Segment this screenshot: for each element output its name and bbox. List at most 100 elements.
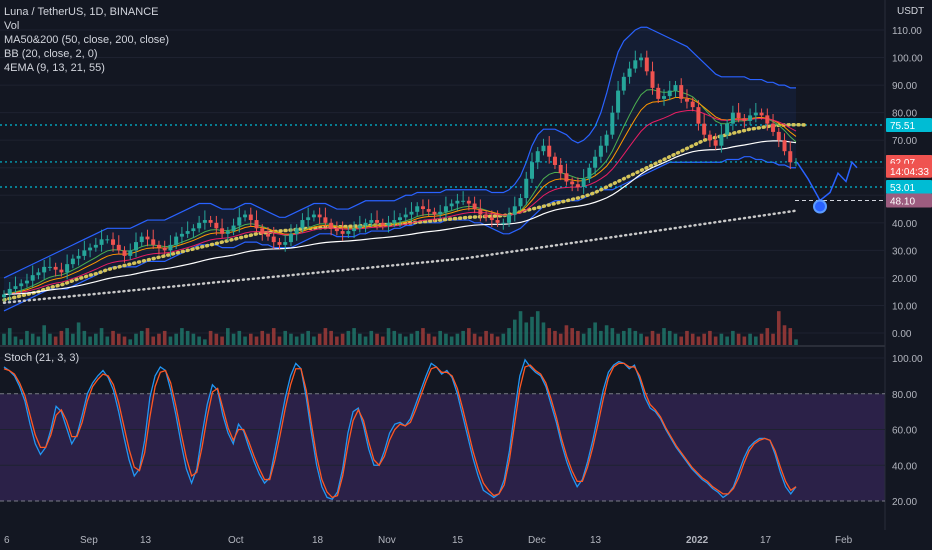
candle-body xyxy=(644,57,649,72)
candle-body xyxy=(604,134,609,146)
volume-bar xyxy=(185,330,190,345)
candle-body xyxy=(243,214,248,218)
volume-bar xyxy=(99,328,104,345)
candle-body xyxy=(214,222,219,229)
candle-body xyxy=(794,162,798,164)
candle-body xyxy=(352,228,357,232)
volume-bar xyxy=(7,328,12,345)
candle-body xyxy=(558,164,563,174)
candle-body xyxy=(707,134,712,141)
indicator-ema[interactable]: 4EMA (9, 13, 21, 55) xyxy=(4,62,105,74)
candle-body xyxy=(512,206,517,215)
candle-body xyxy=(122,250,127,256)
candle-body xyxy=(329,222,334,229)
volume-bar xyxy=(289,333,293,345)
volume-bar xyxy=(472,333,477,345)
candle-body xyxy=(507,214,512,223)
volume-bar xyxy=(174,333,178,345)
volume-bar xyxy=(570,328,574,345)
volume-bar xyxy=(622,330,626,345)
candle-body xyxy=(208,220,213,223)
candle-body xyxy=(156,244,161,248)
volume-bar xyxy=(587,328,592,345)
candle-body xyxy=(254,220,259,229)
volume-bar xyxy=(713,336,718,345)
volume-bar xyxy=(317,333,322,345)
volume-bar xyxy=(306,330,310,345)
volume-bar xyxy=(128,339,133,345)
volume-bar xyxy=(696,336,701,345)
volume-bar xyxy=(358,333,362,345)
volume-bar xyxy=(76,322,81,345)
candle-body xyxy=(426,209,431,212)
volume-bar xyxy=(633,330,638,345)
volume-bar xyxy=(650,330,655,345)
price-tick-label: 0.00 xyxy=(892,329,912,340)
bb-upper-line xyxy=(3,26,796,279)
candle-body xyxy=(409,211,414,215)
candle-body xyxy=(621,76,626,91)
candle-body xyxy=(673,85,678,91)
candle-body xyxy=(725,123,730,135)
time-tick-label: Oct xyxy=(228,535,244,546)
volume-bar xyxy=(507,328,511,345)
volume-bar xyxy=(375,333,379,345)
volume-bar xyxy=(283,330,288,345)
candle-body xyxy=(461,200,466,202)
candle-body xyxy=(346,231,351,234)
candle-body xyxy=(415,206,420,212)
price-label-bg xyxy=(886,163,932,178)
candle-body xyxy=(679,85,684,99)
volume-bar xyxy=(392,330,397,345)
volume-bar xyxy=(36,336,41,345)
time-tick-label: Dec xyxy=(528,535,546,546)
volume-bar xyxy=(294,336,299,345)
volume-bar xyxy=(243,336,247,345)
candle-body xyxy=(19,283,24,287)
volume-bar xyxy=(771,333,775,345)
candle-body xyxy=(662,96,666,99)
indicator-ma[interactable]: MA50&200 (50, close, 200, close) xyxy=(4,34,170,46)
candle-body xyxy=(363,222,368,226)
volume-bar xyxy=(541,322,546,345)
candle-body xyxy=(495,220,500,223)
ma50-line xyxy=(2,123,810,302)
candle-body xyxy=(283,242,288,245)
volume-bar xyxy=(409,333,414,345)
stoch-d-line xyxy=(3,362,797,499)
candle-body xyxy=(340,231,345,234)
candle-body xyxy=(220,228,225,234)
candle-body xyxy=(570,181,575,185)
volume-bar xyxy=(455,333,460,345)
candle-body xyxy=(432,211,437,215)
volume-bar xyxy=(702,333,706,345)
candle-body xyxy=(174,236,179,245)
candle-body xyxy=(93,244,98,248)
volume-bar xyxy=(432,336,437,345)
volume-bar xyxy=(662,328,666,345)
candle-body xyxy=(627,68,632,77)
candle-body xyxy=(271,236,276,243)
price-label-bg xyxy=(886,118,932,133)
candle-body xyxy=(449,203,454,207)
candle-body xyxy=(300,220,305,229)
candle-body xyxy=(593,156,598,168)
candle-body xyxy=(748,115,753,121)
volume-bar xyxy=(386,328,391,345)
stoch-title[interactable]: Stoch (21, 3, 3) xyxy=(4,352,80,364)
price-label: 75.51 xyxy=(890,121,915,132)
indicator-bb[interactable]: BB (20, close, 2, 0) xyxy=(4,48,98,60)
candle-body xyxy=(587,167,592,179)
stoch-tick-label: 60.00 xyxy=(892,426,917,437)
volume-bar xyxy=(300,333,305,345)
candle-body xyxy=(134,242,138,251)
volume-bar xyxy=(467,328,471,345)
volume-bar xyxy=(535,311,540,345)
volume-bar xyxy=(788,328,793,345)
price-label: 14:04:33 xyxy=(890,167,929,178)
volume-bar xyxy=(369,330,374,345)
volume-bar xyxy=(667,330,672,345)
indicator-vol[interactable]: Vol xyxy=(4,20,20,32)
candle-body xyxy=(690,101,695,108)
